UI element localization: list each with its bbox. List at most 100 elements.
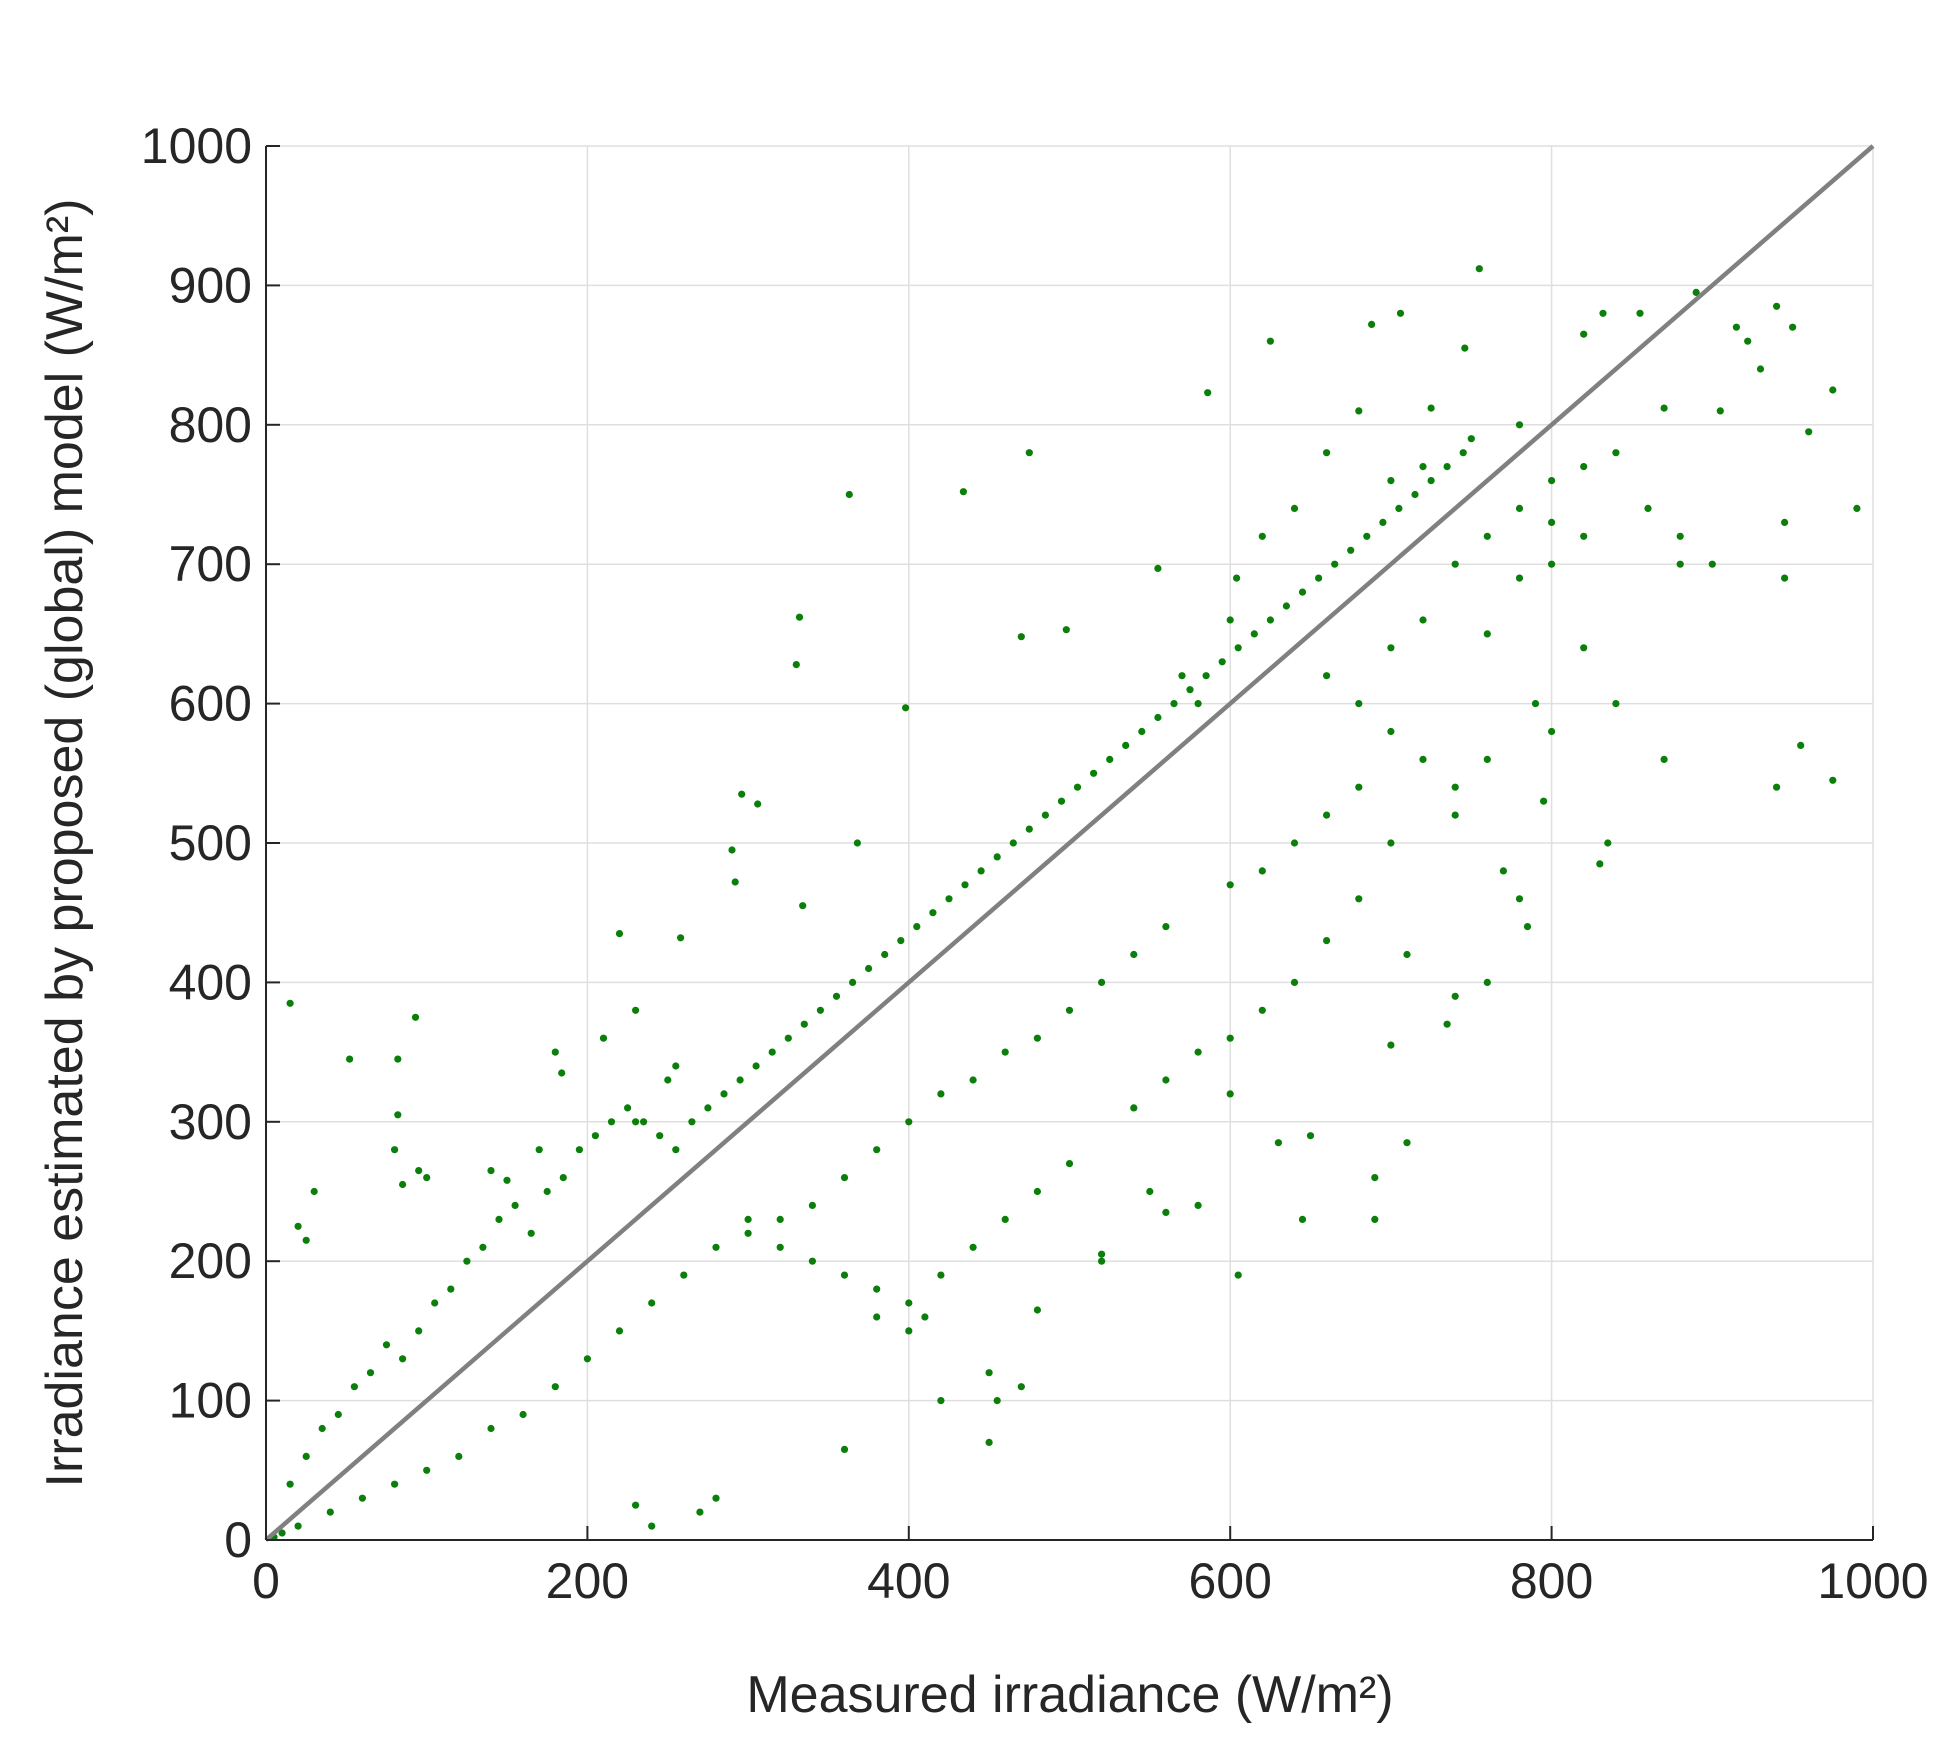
data-point <box>1363 532 1371 540</box>
data-point <box>551 1048 559 1056</box>
data-point <box>1540 797 1548 805</box>
data-point <box>1062 626 1070 634</box>
data-point <box>302 1236 310 1244</box>
data-point <box>776 1215 784 1223</box>
data-point <box>1033 1034 1041 1042</box>
data-point <box>399 1180 407 1189</box>
data-point <box>1853 504 1861 512</box>
data-point <box>738 790 746 798</box>
data-point <box>1451 992 1459 1000</box>
data-point <box>394 1111 402 1119</box>
data-point <box>399 1355 407 1363</box>
data-point <box>1596 860 1604 868</box>
data-points <box>270 265 1861 1541</box>
data-point <box>1368 320 1376 328</box>
data-point <box>897 937 905 945</box>
data-point <box>1483 532 1491 540</box>
data-point <box>937 1271 945 1279</box>
data-point <box>845 490 853 499</box>
data-point <box>1065 1006 1074 1014</box>
data-point <box>366 1369 375 1377</box>
data-point <box>744 1215 752 1223</box>
data-point <box>1315 574 1323 582</box>
data-point <box>816 1006 825 1014</box>
x-axis-label: Measured irradiance (W/m²) <box>746 1666 1393 1724</box>
data-point <box>463 1257 471 1265</box>
x-tick-labels: 0 200 400 600 800 1000 <box>252 1553 1929 1609</box>
data-point <box>1580 644 1588 652</box>
data-point <box>1708 560 1716 568</box>
data-point <box>487 1424 495 1433</box>
data-point <box>310 1187 318 1196</box>
data-point <box>1355 895 1363 903</box>
data-point <box>902 704 910 712</box>
data-point <box>1323 811 1331 819</box>
data-point <box>1483 755 1491 764</box>
data-point <box>1548 518 1556 527</box>
data-point <box>511 1201 519 1209</box>
data-point <box>1676 532 1684 540</box>
data-point <box>1065 1160 1074 1168</box>
data-point <box>977 867 985 875</box>
data-point <box>1233 574 1241 582</box>
data-point <box>672 1146 680 1154</box>
data-point <box>1580 532 1588 540</box>
data-point <box>1355 407 1363 415</box>
data-point <box>808 1257 817 1265</box>
data-point <box>624 1104 632 1112</box>
data-point <box>1475 265 1483 273</box>
data-point <box>1829 776 1837 784</box>
data-point <box>1396 309 1405 317</box>
data-point <box>1829 386 1837 394</box>
data-point <box>558 1069 566 1077</box>
data-point <box>720 1090 728 1098</box>
data-point <box>704 1104 712 1112</box>
data-point <box>1106 755 1114 764</box>
data-point <box>1258 867 1266 875</box>
data-point <box>1355 783 1363 791</box>
data-point <box>840 1445 849 1453</box>
data-point <box>799 902 807 910</box>
data-point <box>1098 978 1106 987</box>
data-point <box>1098 1250 1106 1258</box>
data-point <box>1001 1215 1009 1223</box>
data-point <box>411 1013 420 1021</box>
data-point <box>993 1397 1001 1405</box>
data-point <box>1403 1139 1411 1147</box>
data-point <box>712 1243 720 1251</box>
y-tick-label: 1000 <box>141 118 252 174</box>
data-point <box>1033 1306 1041 1314</box>
data-point <box>1676 560 1684 568</box>
data-point <box>1451 560 1459 568</box>
data-point <box>1323 449 1331 457</box>
data-point <box>776 1243 784 1251</box>
data-point <box>905 1299 913 1307</box>
data-point <box>487 1167 495 1175</box>
data-point <box>1797 741 1805 750</box>
x-tick-label: 0 <box>252 1553 280 1609</box>
data-point <box>394 1055 402 1063</box>
data-point <box>1515 504 1524 512</box>
data-point <box>913 923 921 931</box>
data-point <box>853 839 862 847</box>
data-point <box>1411 490 1419 499</box>
data-point <box>1226 616 1234 624</box>
data-point <box>905 1327 913 1335</box>
data-point <box>921 1313 929 1321</box>
data-point <box>1644 504 1652 512</box>
data-point <box>1443 1020 1451 1028</box>
grid <box>265 145 1874 1541</box>
data-point <box>455 1452 463 1460</box>
data-point <box>959 488 968 496</box>
data-point <box>1290 504 1299 512</box>
data-point <box>1331 560 1339 568</box>
data-point <box>1515 574 1524 582</box>
data-point <box>1298 588 1307 596</box>
data-point <box>865 964 873 973</box>
data-point <box>1025 449 1033 457</box>
data-point <box>1323 672 1331 680</box>
data-point <box>969 1243 977 1251</box>
data-point <box>591 1132 600 1140</box>
data-point <box>1194 700 1202 708</box>
y-tick-label: 900 <box>169 257 252 313</box>
